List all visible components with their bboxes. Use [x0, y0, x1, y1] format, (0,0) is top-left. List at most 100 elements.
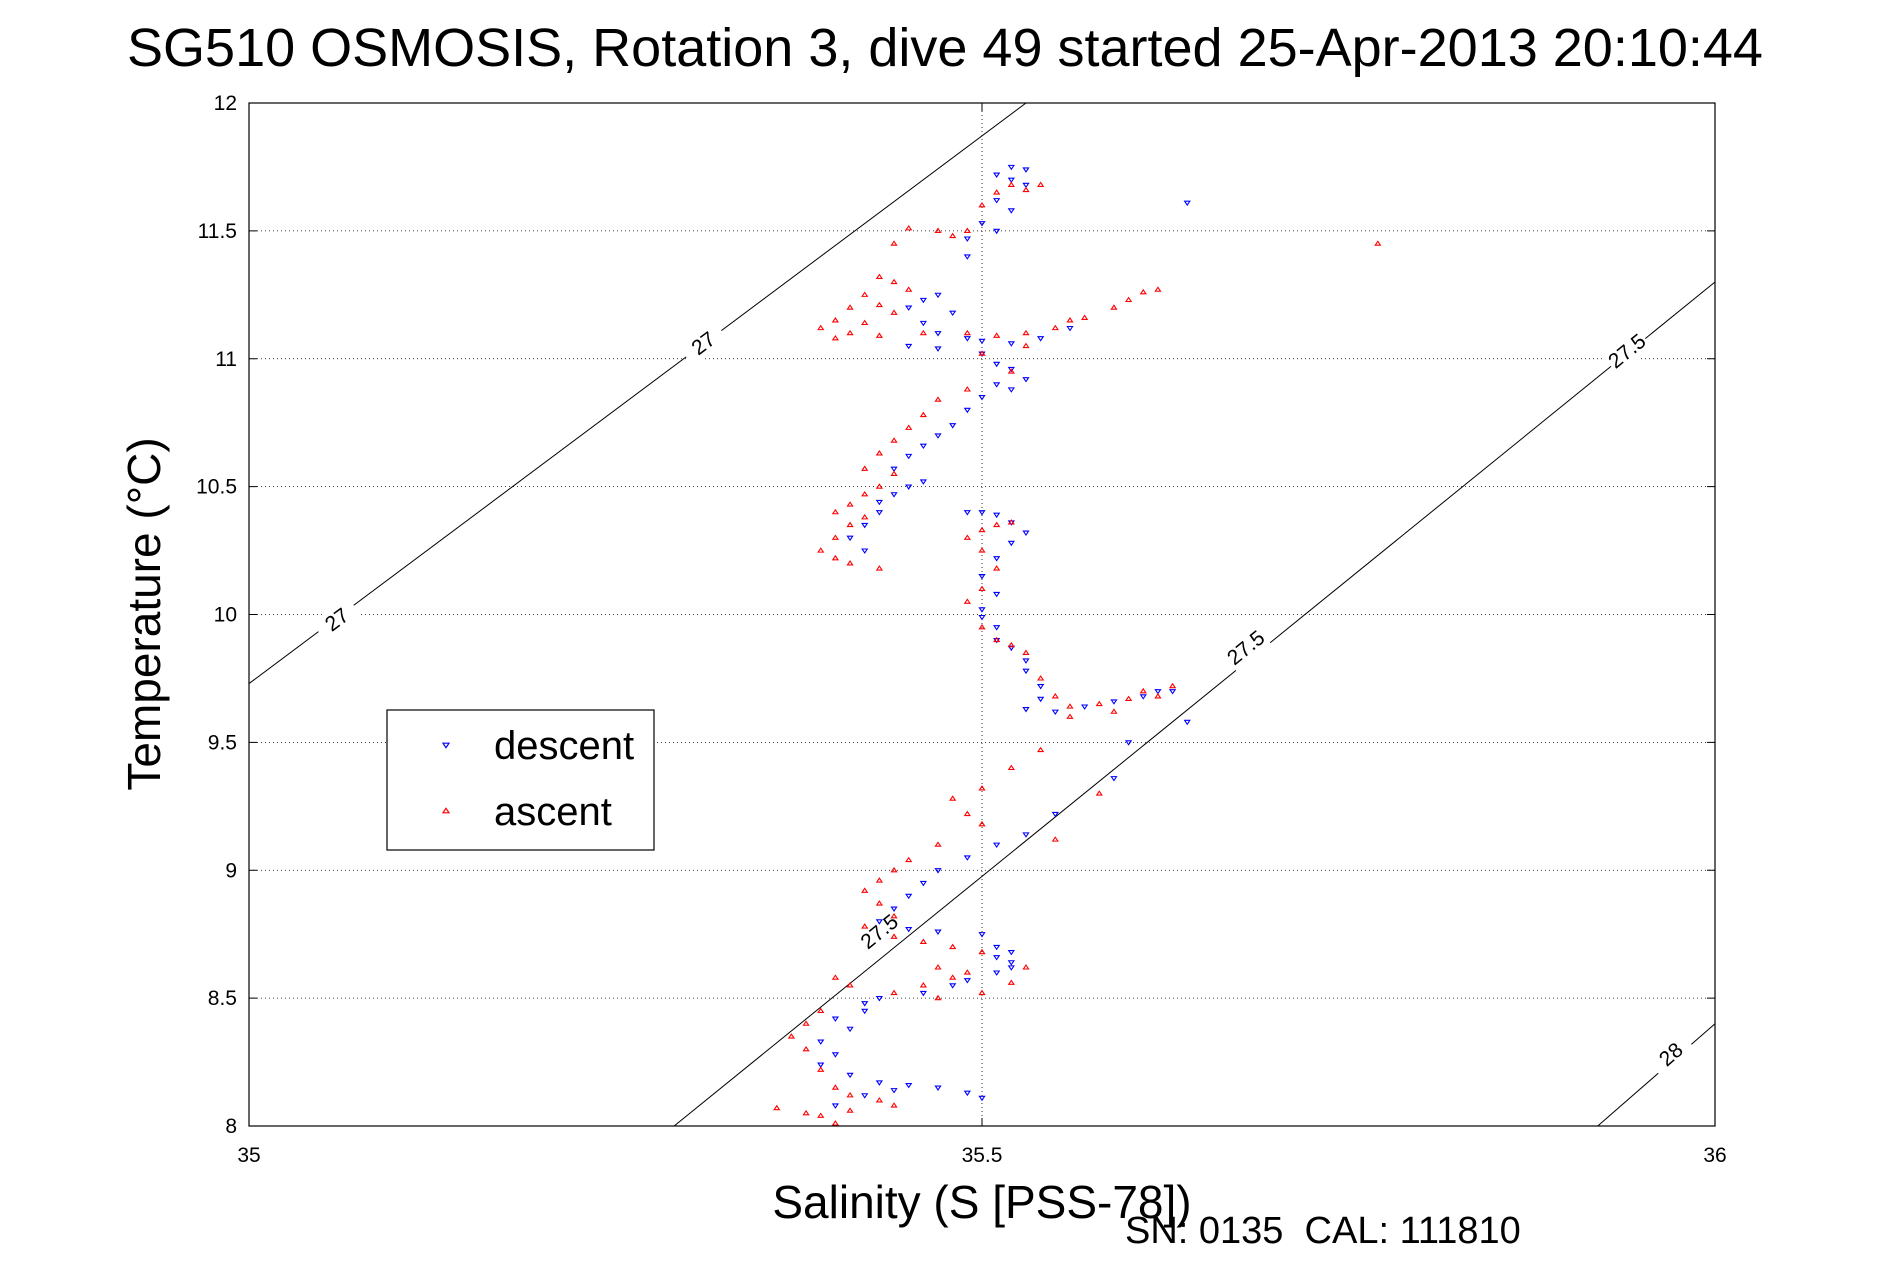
- ascent-point: [861, 490, 869, 497]
- descent-point: [905, 453, 913, 460]
- ascent-point: [978, 989, 986, 996]
- ascent-point: [1007, 764, 1015, 771]
- x-tick-label: 36: [1703, 1144, 1726, 1167]
- descent-point: [1007, 341, 1015, 347]
- ascent-point: [1037, 181, 1045, 187]
- descent-point: [1037, 696, 1045, 703]
- ascent-point: [993, 565, 1001, 571]
- y-tick-label: 8: [225, 1115, 237, 1138]
- descent-point: [1051, 709, 1059, 716]
- ascent-point: [861, 887, 869, 893]
- y-tick-label: 8.5: [208, 987, 237, 1010]
- ascent-point: [934, 841, 942, 847]
- descent-point: [963, 407, 971, 414]
- ascent-point: [890, 933, 898, 939]
- ascent-point: [817, 547, 825, 553]
- ascent-point: [890, 989, 898, 996]
- ascent-point: [890, 470, 898, 476]
- ascent-point: [1124, 695, 1133, 702]
- ascent-point: [1007, 641, 1015, 648]
- descent-point: [963, 978, 971, 984]
- ascent-point: [802, 1020, 810, 1026]
- ascent-point: [875, 565, 884, 571]
- ascent-point: [1007, 368, 1015, 374]
- y-axis-label: Temperature (°C): [118, 437, 170, 790]
- contour-label-bg: [1645, 1030, 1697, 1079]
- ascent-point: [1095, 700, 1103, 707]
- descent-point: [1183, 719, 1191, 726]
- descent-point: [1007, 387, 1015, 393]
- descent-point: [993, 382, 1001, 388]
- ascent-point: [846, 329, 854, 336]
- ascent-point: [934, 994, 942, 1001]
- ascent-point: [875, 273, 884, 280]
- descent-point: [993, 970, 1001, 976]
- ascent-point: [1037, 746, 1045, 753]
- chart-title: SG510 OSMOSIS, Rotation 3, dive 49 start…: [127, 18, 1763, 78]
- ascent-point: [1080, 314, 1089, 320]
- descent-point: [963, 336, 971, 342]
- ascent-point: [817, 1007, 825, 1014]
- descent-point: [861, 522, 869, 529]
- ascent-point: [1022, 964, 1030, 970]
- ascent-point: [861, 923, 869, 929]
- ascent-point: [1066, 713, 1074, 719]
- ascent-point: [890, 240, 898, 246]
- ascent-point: [890, 912, 898, 919]
- ascent-point: [919, 329, 927, 336]
- ascent-point: [846, 1091, 854, 1098]
- descent-point: [949, 983, 957, 989]
- descent-point: [890, 906, 898, 912]
- descent-point: [1080, 704, 1089, 710]
- ascent-point: [875, 301, 884, 308]
- ascent-point: [963, 598, 971, 604]
- descent-point: [993, 172, 1001, 178]
- ascent-point: [993, 636, 1001, 643]
- descent-point: [1037, 683, 1045, 690]
- legend-label-ascent: ascent: [494, 790, 612, 834]
- contour-line-27.5: [673, 281, 1716, 1127]
- descent-point: [949, 423, 957, 429]
- ascent-point: [978, 201, 986, 208]
- ascent-point: [846, 1107, 854, 1113]
- y-tick-label: 10.5: [196, 476, 237, 499]
- descent-point: [875, 499, 884, 506]
- descent-point: [1007, 164, 1015, 171]
- ascent-point: [934, 964, 942, 970]
- ascent-point: [1095, 790, 1103, 796]
- grid: [248, 102, 1716, 1127]
- ascent-point: [919, 938, 927, 944]
- descent-point: [1007, 366, 1015, 373]
- descent-point: [919, 443, 927, 450]
- contour-label-bg: [1220, 623, 1272, 672]
- descent-point: [817, 1039, 825, 1045]
- descent-point: [993, 361, 1001, 368]
- ascent-point: [1110, 304, 1118, 310]
- descent-point: [1022, 182, 1030, 189]
- contour-label-bg: [1601, 327, 1653, 376]
- descent-point: [875, 919, 884, 925]
- descent-point: [1022, 668, 1030, 675]
- ascent-point: [1022, 329, 1030, 336]
- descent-point: [993, 198, 1001, 204]
- ascent-point: [846, 521, 854, 528]
- descent-point: [1110, 699, 1118, 705]
- descent-point: [875, 996, 884, 1002]
- contour-label-bg: [311, 596, 363, 644]
- ascent-point: [963, 329, 971, 336]
- y-tick-label: 10: [214, 604, 237, 627]
- ascent-point: [1022, 342, 1030, 349]
- descent-point: [861, 1093, 869, 1099]
- x-tick-label: 35.5: [962, 1144, 1003, 1167]
- descent-point: [861, 1001, 869, 1007]
- descent-point: [1110, 776, 1118, 782]
- ascent-point: [963, 810, 971, 817]
- descent-point: [1007, 177, 1015, 184]
- ascent-point: [934, 396, 942, 402]
- descent-point: [978, 510, 986, 516]
- ascent-point: [846, 501, 854, 507]
- ascent-point: [831, 1084, 840, 1090]
- ascent-point: [1007, 181, 1015, 187]
- ascent-point: [875, 450, 884, 456]
- ascent-point: [773, 1104, 781, 1111]
